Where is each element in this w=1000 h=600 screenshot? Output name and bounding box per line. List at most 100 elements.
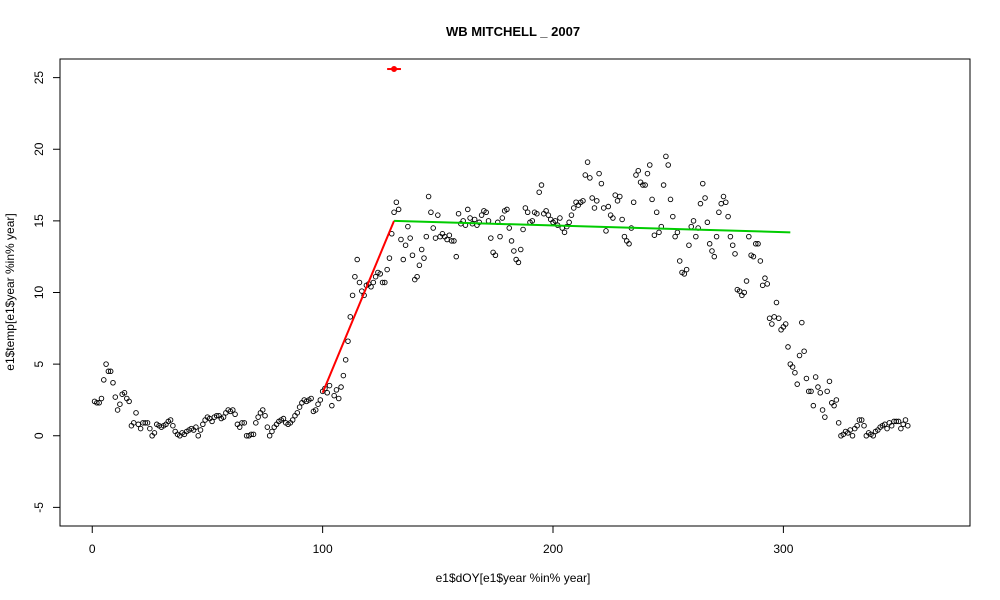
data-point: [409, 252, 416, 259]
data-point: [750, 253, 757, 260]
data-point: [455, 210, 462, 217]
data-point: [497, 233, 503, 240]
data-point: [329, 402, 335, 409]
data-point: [587, 175, 593, 181]
data-point: [743, 278, 750, 284]
data-point: [792, 369, 798, 376]
x-axis-label: e1$dOY[e1$year %in% year]: [436, 571, 591, 585]
data-point: [552, 218, 559, 224]
data-point: [884, 425, 890, 432]
marker-point: [391, 66, 398, 73]
data-point: [683, 266, 690, 273]
data-point: [230, 407, 236, 413]
data-point: [861, 422, 867, 429]
data-point: [757, 258, 764, 264]
data-point: [213, 412, 220, 419]
data-point: [815, 384, 821, 390]
data-point: [819, 407, 826, 413]
data-point: [833, 397, 840, 403]
data-point: [432, 235, 439, 241]
data-point: [101, 377, 107, 383]
data-point: [345, 338, 351, 344]
data-point: [382, 279, 388, 286]
data-point: [716, 209, 722, 216]
data-point: [340, 372, 347, 379]
data-point: [640, 182, 646, 188]
data-point: [308, 395, 314, 402]
data-point: [849, 433, 856, 439]
data-point: [524, 209, 531, 216]
data-point: [766, 315, 773, 322]
data-point: [704, 219, 711, 226]
data-point: [835, 420, 842, 426]
data-point: [824, 388, 830, 395]
x-axis: 0 100 200 300: [89, 525, 794, 556]
data-point: [370, 279, 377, 286]
data-point: [262, 412, 268, 419]
data-point: [656, 229, 662, 236]
data-point: [610, 215, 616, 221]
data-point: [269, 428, 275, 435]
data-point: [764, 281, 771, 287]
data-point: [407, 235, 413, 241]
data-point: [239, 420, 245, 426]
data-point: [232, 411, 238, 418]
data-point: [255, 414, 261, 420]
fit-lines: [321, 219, 791, 394]
data-point: [594, 198, 600, 204]
data-point: [193, 424, 199, 430]
data-point: [296, 404, 303, 410]
data-point: [545, 212, 552, 218]
data-point: [170, 422, 176, 429]
data-point: [264, 424, 271, 430]
data-point: [338, 384, 344, 390]
data-point: [741, 289, 747, 296]
data-point: [681, 271, 688, 277]
data-point: [377, 271, 383, 277]
data-point: [147, 425, 153, 432]
data-point: [635, 167, 642, 174]
data-point: [690, 218, 697, 224]
data-point: [386, 255, 393, 261]
data-point: [312, 407, 319, 413]
data-point: [702, 195, 708, 201]
data-point: [900, 421, 906, 428]
data-point: [315, 401, 321, 407]
data-point: [693, 233, 699, 240]
data-point: [600, 205, 607, 211]
data-point: [789, 364, 796, 370]
data-point: [732, 251, 738, 257]
data-point: [200, 421, 206, 428]
data-point: [723, 199, 729, 206]
data-point: [771, 314, 777, 320]
y-axis-label: e1$temp[e1$year %in% year]: [3, 213, 17, 370]
data-point: [697, 200, 704, 207]
data-point: [895, 418, 902, 425]
data-point: [167, 417, 174, 423]
data-point: [709, 248, 715, 254]
data-point: [589, 195, 595, 201]
x-tick-label: 100: [313, 542, 333, 556]
data-point: [492, 252, 499, 259]
data-point: [317, 397, 324, 403]
data-point: [331, 392, 337, 399]
data-point: [333, 387, 340, 393]
data-point: [810, 402, 817, 409]
data-point: [670, 213, 676, 220]
data-point: [416, 262, 423, 269]
data-point: [674, 229, 681, 236]
data-point: [483, 209, 489, 216]
data-point: [405, 223, 411, 230]
data-point: [759, 282, 766, 289]
data-point: [596, 170, 602, 177]
data-point: [762, 275, 768, 281]
data-point: [711, 253, 718, 260]
data-point: [888, 422, 895, 429]
data-point: [151, 430, 158, 436]
data-point: [384, 266, 390, 273]
data-point: [568, 212, 575, 218]
data-point: [94, 400, 100, 406]
data-point: [856, 417, 863, 423]
data-point: [700, 180, 706, 187]
data-point: [561, 229, 568, 236]
